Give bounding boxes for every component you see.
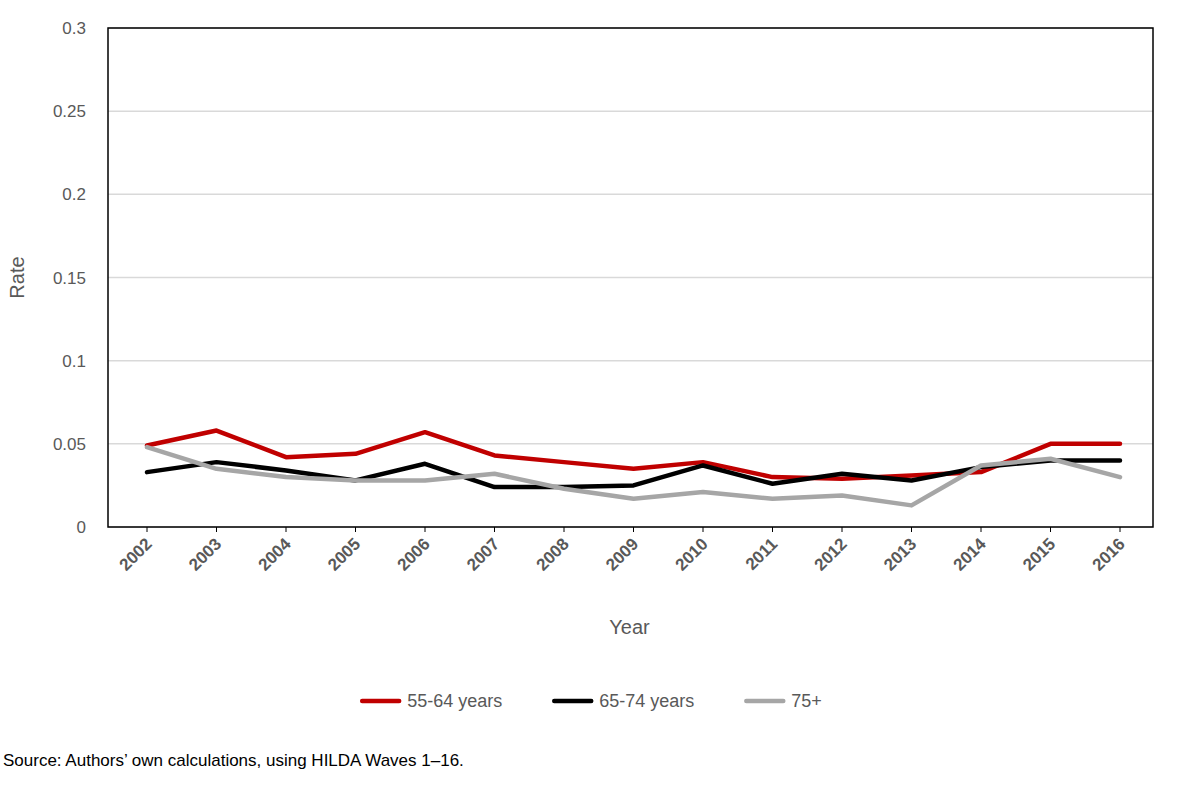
legend-swatch	[554, 699, 591, 704]
x-axis-title: Year	[609, 616, 650, 638]
y-tick-label: 0.25	[53, 102, 86, 121]
x-tick-label: 2008	[533, 534, 573, 574]
series-line	[147, 447, 1120, 505]
x-tick	[494, 527, 495, 532]
x-tick	[842, 527, 843, 532]
x-tick-label: 2013	[880, 534, 920, 574]
chart: 0 0.05 0.1 0.15 0.2 0.25 0.3 2002 2003 2004 2005 20…	[0, 0, 1179, 791]
x-tick	[981, 527, 982, 532]
x-tick-label: 2005	[324, 534, 364, 574]
x-tick	[564, 527, 565, 532]
x-tick-label: 2010	[672, 534, 712, 574]
x-tick	[425, 527, 426, 532]
x-tick-label: 2011	[742, 534, 782, 574]
legend-label: 65-74 years	[599, 691, 694, 711]
x-tick-label: 2014	[950, 534, 991, 575]
x-tick-label: 2016	[1089, 534, 1129, 574]
x-tick-label: 2002	[116, 534, 156, 574]
y-tick-label: 0.1	[62, 352, 86, 371]
x-tick	[633, 527, 634, 532]
series-line	[147, 460, 1120, 487]
x-tick-label: 2004	[255, 534, 296, 575]
x-tick-label: 2009	[602, 534, 642, 574]
legend-swatch	[746, 699, 783, 704]
x-tick	[772, 527, 773, 532]
legend-swatch	[362, 699, 399, 704]
x-tick	[355, 527, 356, 532]
x-tick-label: 2007	[463, 534, 503, 574]
grid-line	[108, 443, 1153, 445]
legend-label: 55-64 years	[407, 691, 502, 711]
y-tick-label: 0.2	[62, 185, 86, 204]
grid-line	[108, 194, 1153, 196]
series-lines	[147, 431, 1120, 506]
grid-line	[108, 360, 1153, 362]
x-tick	[1120, 527, 1121, 532]
plot-frame	[108, 28, 1153, 527]
source-note: Source: Authors’ own calculations, using…	[3, 751, 464, 770]
y-tick-label: 0.05	[53, 435, 86, 454]
x-tick-label: 2003	[185, 534, 225, 574]
x-tick	[286, 527, 287, 532]
y-tick-label: 0	[77, 518, 86, 537]
grid-line	[108, 110, 1153, 112]
y-tick-label: 0.15	[53, 269, 86, 288]
x-tick	[1050, 527, 1051, 532]
x-tick	[216, 527, 217, 532]
x-tick-label: 2015	[1019, 534, 1059, 574]
x-tick-label: 2006	[394, 534, 434, 574]
grid-line	[108, 277, 1153, 279]
x-tick	[911, 527, 912, 532]
x-tick	[703, 527, 704, 532]
grid	[108, 28, 1153, 527]
legend-label: 75+	[791, 691, 822, 711]
x-tick-label: 2012	[811, 534, 851, 574]
y-tick-label: 0.3	[62, 19, 86, 38]
legend: 55-64 years 65-74 years 75+	[362, 691, 822, 711]
x-tick	[147, 527, 148, 532]
y-axis-title: Rate	[6, 256, 28, 298]
